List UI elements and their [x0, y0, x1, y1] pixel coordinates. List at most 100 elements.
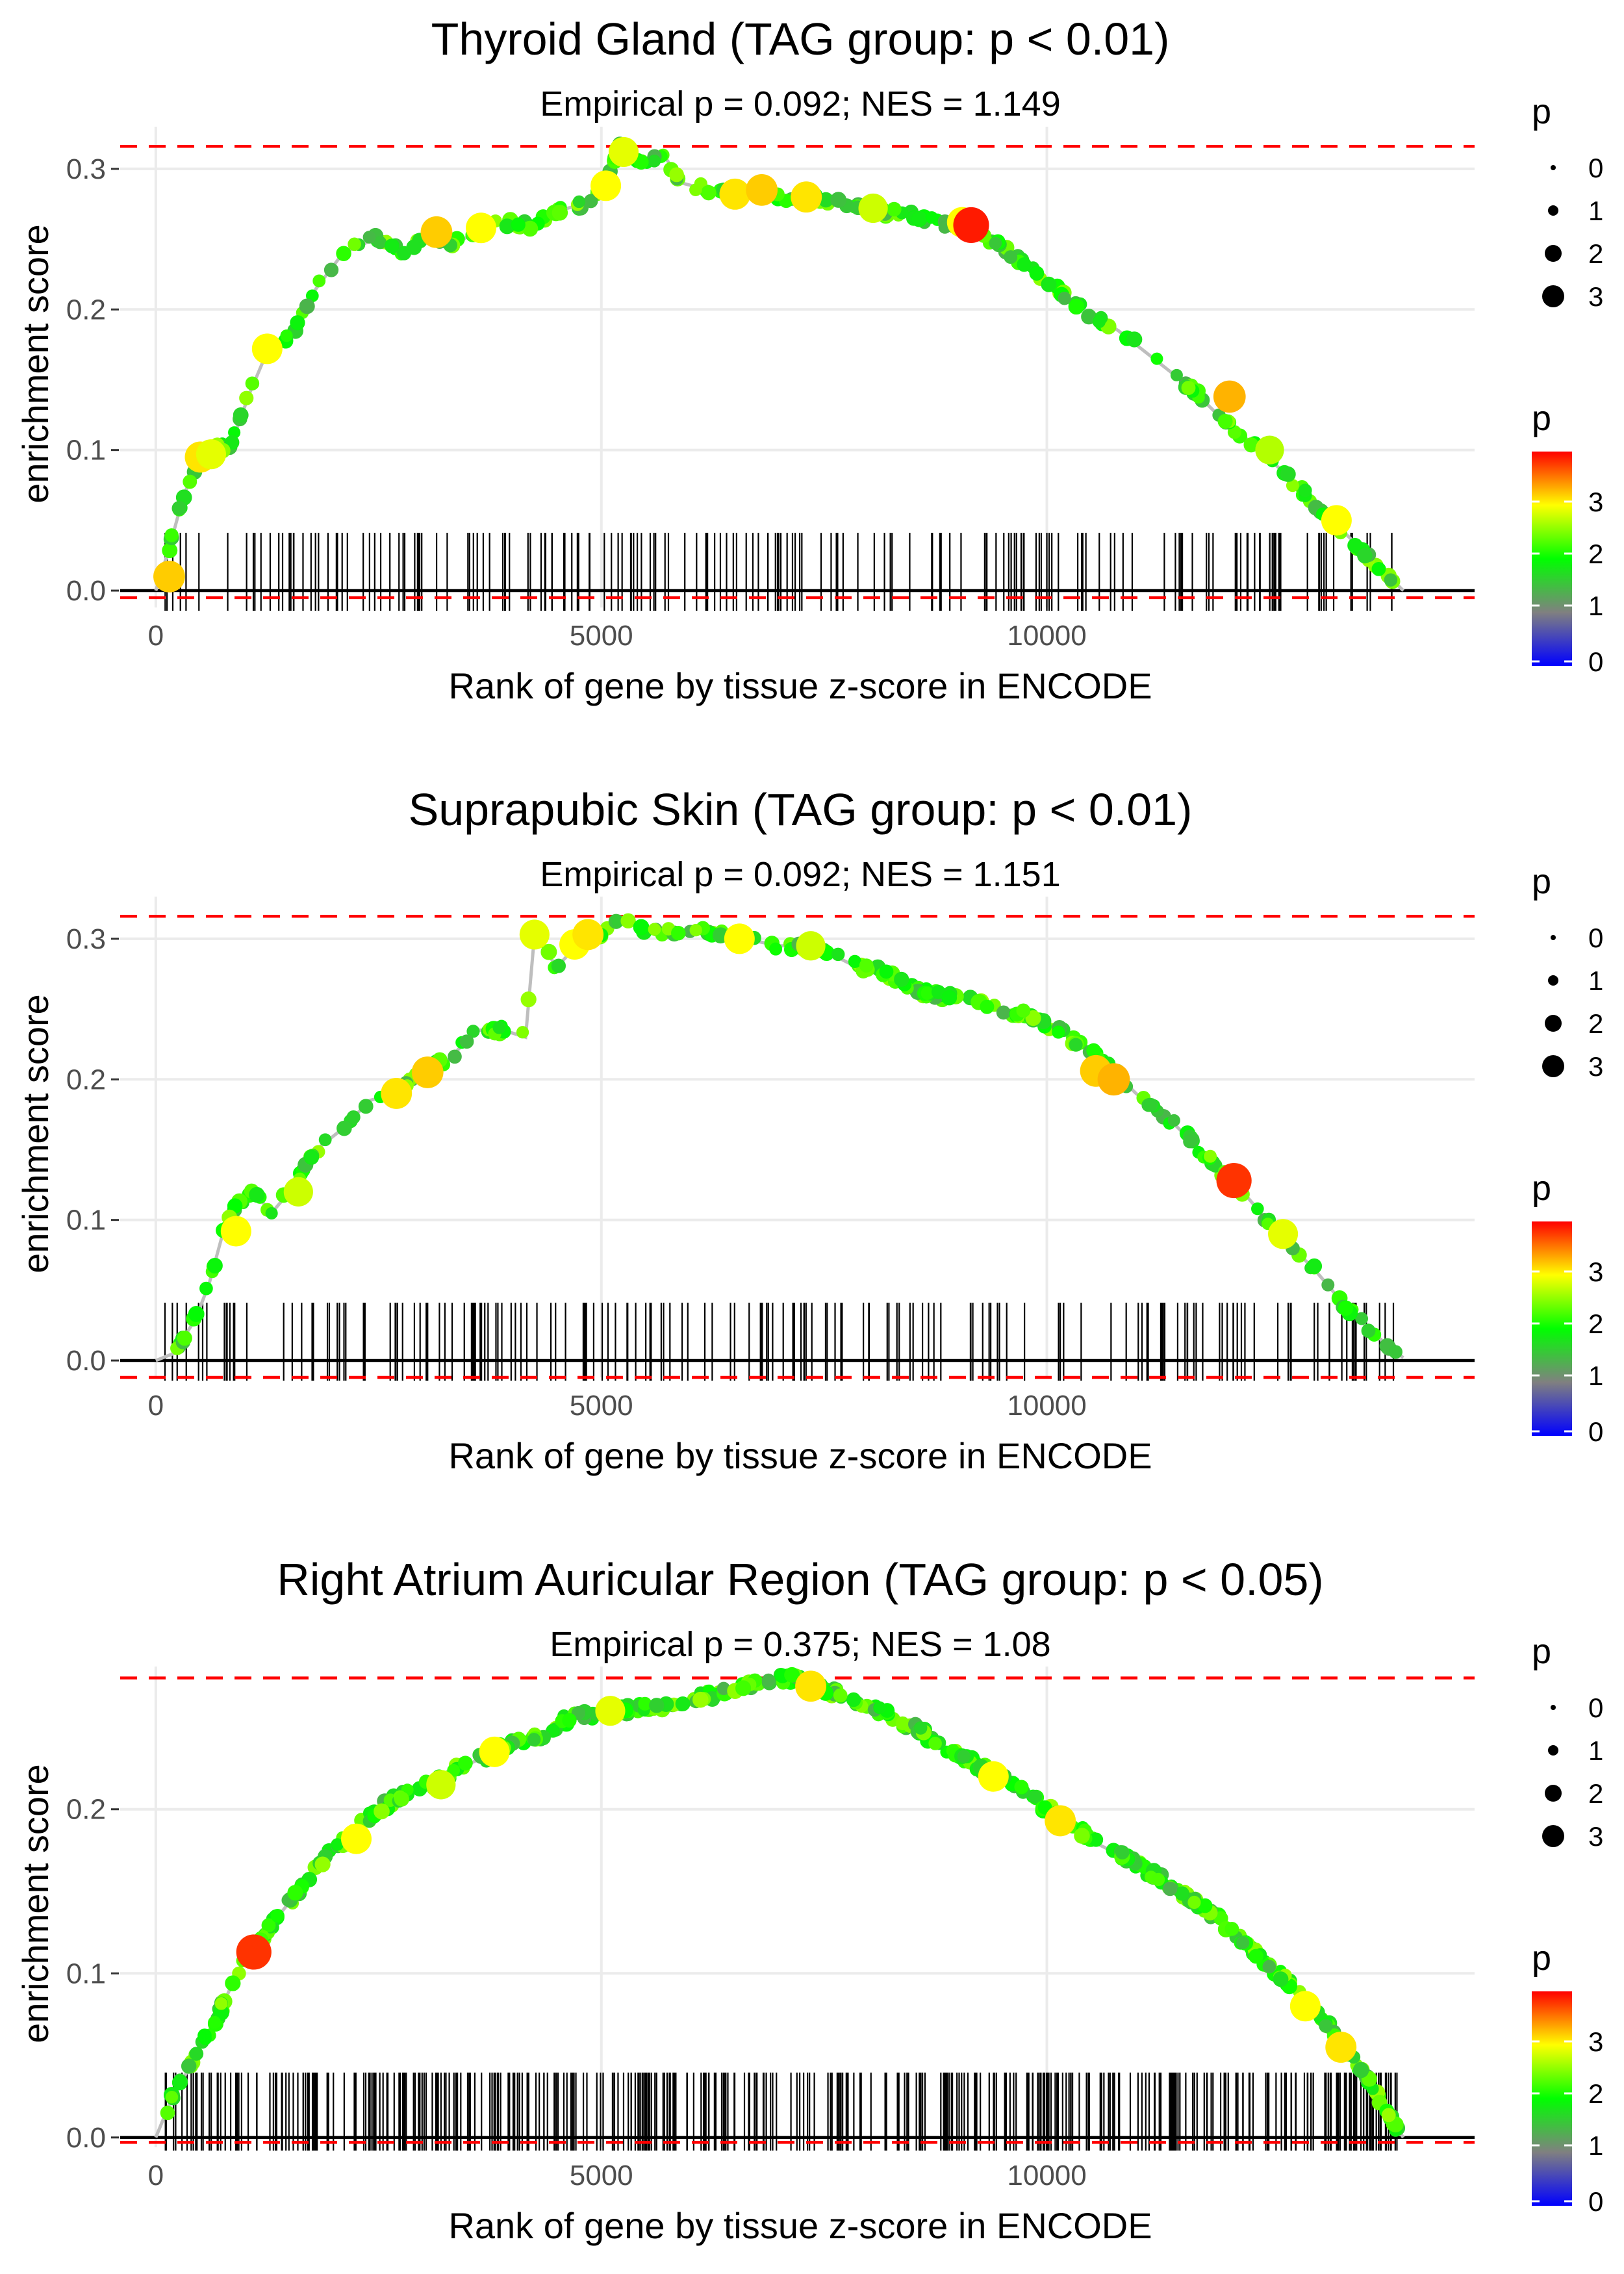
gene-point: [312, 274, 326, 288]
size-legend-label: 3: [1588, 281, 1603, 312]
gene-point: [164, 528, 179, 543]
y-tick-label: 0.2: [66, 1064, 106, 1095]
gene-point: [1187, 1895, 1201, 1910]
gene-point: [199, 1281, 213, 1296]
gene-point: [280, 329, 293, 342]
y-axis-title: enrichment score: [15, 994, 56, 1273]
gene-point: [913, 1721, 928, 1735]
gene-point: [1041, 276, 1057, 292]
gene-point: [1017, 257, 1032, 272]
size-legend-label: 2: [1588, 1008, 1603, 1039]
x-tick-label: 0: [148, 2160, 164, 2191]
gene-point: [846, 1692, 861, 1707]
significant-gene-point: [519, 919, 550, 950]
gene-point: [287, 1885, 303, 1901]
x-tick-label: 10000: [1007, 1390, 1086, 1422]
gene-point: [346, 1110, 361, 1125]
gene-point: [1052, 1025, 1065, 1039]
color-legend: p 0 1 2 3: [1532, 1939, 1603, 2217]
gene-point: [177, 1330, 192, 1346]
gene-point: [1361, 1323, 1376, 1338]
gene-point: [374, 1803, 390, 1820]
gene-point: [290, 315, 305, 331]
size-legend-key-1: [1548, 975, 1558, 986]
size-legend-label: 1: [1588, 196, 1603, 226]
gene-point: [1181, 381, 1196, 395]
x-axis-title: Rank of gene by tissue z-score in ENCODE: [448, 2205, 1152, 2246]
gene-point: [1126, 331, 1143, 348]
gene-point: [314, 1856, 331, 1872]
y-tick-label: 0.1: [66, 1958, 106, 1989]
gene-point: [769, 942, 783, 956]
gene-point: [214, 1997, 228, 2010]
gene-point: [996, 1005, 1011, 1020]
significant-gene-point: [572, 919, 604, 951]
gene-point: [1143, 1097, 1158, 1112]
gene-point: [692, 1691, 709, 1708]
chart-title: Suprapubic Skin (TAG group: p < 0.01): [409, 784, 1193, 835]
gene-point: [208, 2015, 222, 2029]
x-axis-title: Rank of gene by tissue z-score in ENCODE: [448, 665, 1152, 706]
x-axis-title: Rank of gene by tissue z-score in ENCODE: [448, 1435, 1152, 1476]
running-es-line: [155, 914, 1404, 1362]
gene-point: [1338, 1300, 1354, 1316]
gene-point: [648, 155, 661, 168]
gene-point: [188, 1306, 205, 1322]
chart-panel-thyroid-gland: Thyroid Gland (TAG group: p < 0.01) Empi…: [15, 14, 1603, 706]
size-legend: p 0 1 2 3: [1532, 92, 1603, 312]
color-legend: p 0 1 2 3: [1532, 1169, 1603, 1447]
color-legend-label: 1: [1588, 2130, 1603, 2161]
significant-gene-point: [791, 181, 822, 213]
gene-point: [245, 376, 260, 390]
gene-point: [1262, 1960, 1276, 1974]
significant-gene-point: [719, 178, 751, 210]
color-legend-label: 3: [1588, 2026, 1603, 2057]
significant-gene-point: [426, 1770, 456, 1800]
gene-point: [879, 964, 894, 979]
gene-point: [249, 1186, 265, 1203]
gene-point: [324, 262, 339, 277]
size-legend-label: 2: [1588, 238, 1603, 269]
gene-point: [1092, 314, 1106, 329]
gene-point: [183, 474, 197, 489]
size-legend-title: p: [1532, 92, 1551, 131]
gene-point: [171, 2075, 188, 2091]
x-tick-label: 10000: [1007, 620, 1086, 652]
significant-gene-point: [1268, 1219, 1299, 1249]
gene-point: [957, 1750, 971, 1763]
significant-gene-point: [381, 1077, 412, 1109]
significant-gene-point: [1321, 505, 1352, 536]
significant-gene-point: [608, 136, 639, 167]
gene-point: [1321, 1278, 1335, 1292]
gene-point: [492, 1021, 506, 1034]
significant-gene-point: [196, 439, 226, 470]
gene-point: [1280, 466, 1296, 482]
significant-gene-point: [1213, 380, 1246, 413]
gene-point: [925, 211, 939, 224]
gene-point: [1016, 1003, 1031, 1018]
gene-point: [1115, 1845, 1130, 1859]
gene-point: [527, 1733, 541, 1746]
significant-gene-point: [595, 1696, 626, 1726]
size-legend-key-0: [1551, 1705, 1556, 1710]
size-legend: p 0 1 2 3: [1532, 862, 1603, 1082]
gene-point: [1217, 413, 1233, 429]
gene-point: [1249, 1948, 1263, 1964]
gene-point: [348, 237, 361, 251]
significant-gene-point: [466, 212, 497, 244]
significant-gene-point: [953, 207, 989, 244]
chart-subtitle: Empirical p = 0.092; NES = 1.151: [540, 855, 1060, 894]
y-axis-title: enrichment score: [15, 224, 56, 504]
size-legend-label: 3: [1588, 1051, 1603, 1082]
gene-point: [1004, 250, 1018, 264]
significant-gene-point: [1045, 1805, 1076, 1837]
chart-subtitle: Empirical p = 0.375; NES = 1.08: [550, 1625, 1050, 1664]
size-legend-key-3: [1542, 285, 1564, 307]
y-tick-label: 0.3: [66, 153, 106, 185]
gene-point: [197, 2028, 212, 2043]
gene-point: [989, 236, 1002, 250]
plot-area: 0 5000 10000 0.0 0.1 0.2 0.3: [66, 127, 1475, 652]
gene-point: [299, 298, 315, 314]
